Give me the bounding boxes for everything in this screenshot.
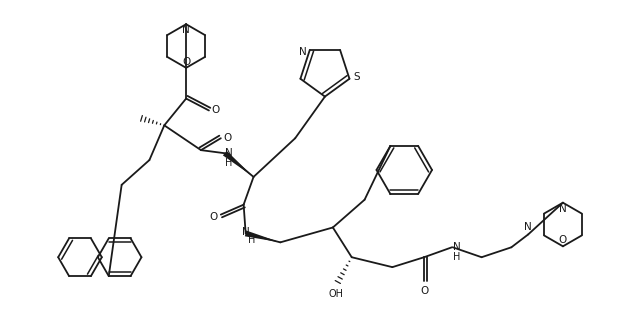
Text: O: O xyxy=(559,235,567,245)
Text: O: O xyxy=(212,106,220,116)
Text: H: H xyxy=(453,252,460,262)
Text: OH: OH xyxy=(328,289,344,299)
Text: N: N xyxy=(524,222,532,232)
Text: N: N xyxy=(453,242,461,252)
Polygon shape xyxy=(223,151,254,177)
Text: O: O xyxy=(210,212,218,221)
Polygon shape xyxy=(245,231,280,242)
Text: O: O xyxy=(182,57,190,67)
Text: N: N xyxy=(242,227,250,237)
Text: H: H xyxy=(225,158,233,168)
Text: S: S xyxy=(353,72,359,82)
Text: N: N xyxy=(182,25,190,35)
Text: O: O xyxy=(224,133,232,143)
Text: H: H xyxy=(248,235,256,245)
Text: O: O xyxy=(420,286,428,296)
Text: N: N xyxy=(299,47,307,57)
Text: N: N xyxy=(225,148,233,158)
Text: N: N xyxy=(559,204,567,213)
